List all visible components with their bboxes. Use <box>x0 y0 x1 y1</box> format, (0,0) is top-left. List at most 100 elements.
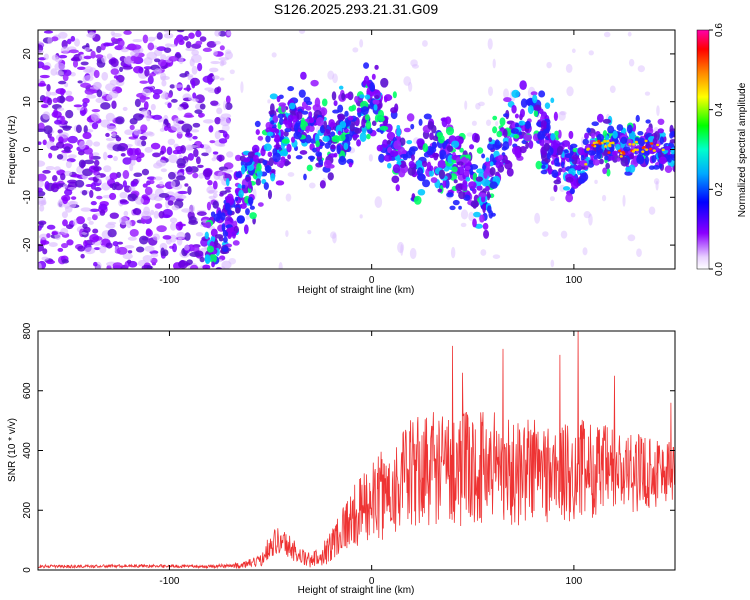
heatmap-cell <box>150 142 161 150</box>
heatmap-cell <box>226 151 234 158</box>
heatmap-cell <box>416 167 424 176</box>
heatmap-cell <box>570 212 576 218</box>
heatmap-cell <box>58 54 68 59</box>
heatmap-cell <box>348 162 353 168</box>
heatmap-cell <box>288 102 296 110</box>
heatmap-cell <box>52 175 58 182</box>
chart-title: S126.2025.293.21.31.G09 <box>274 1 438 17</box>
heatmap-cell <box>554 130 559 137</box>
heatmap-cell <box>218 57 229 61</box>
heatmap-cell <box>348 105 355 112</box>
heatmap-cell <box>112 262 123 269</box>
snr-panel: -100 0 100 0 200 400 600 800 Height of straight… <box>7 322 676 596</box>
heatmap-cell <box>183 87 192 91</box>
heatmap-cell <box>276 160 285 168</box>
heatmap-cell <box>83 125 88 134</box>
heatmap-cell <box>190 129 200 133</box>
heatmap-cell <box>89 152 94 161</box>
heatmap-cell <box>598 142 602 145</box>
heatmap-cell <box>635 148 639 152</box>
heatmap-cell <box>391 175 400 184</box>
heatmap-cell <box>558 168 563 173</box>
heatmap-cell <box>111 132 117 138</box>
heatmap-cell <box>245 215 250 220</box>
heatmap-cell <box>309 156 314 162</box>
heatmap-cell <box>133 172 143 177</box>
heatmap-cell <box>622 194 626 207</box>
heatmap-cell <box>84 74 94 82</box>
heatmap-cell <box>96 45 102 54</box>
heatmap-cell <box>561 140 571 148</box>
heatmap-cell <box>110 37 116 43</box>
heatmap-cell <box>416 138 425 147</box>
heatmap-cell <box>645 119 651 124</box>
snr-x-axis-label: Height of straight line (km) <box>298 585 415 596</box>
heatmap-cell <box>550 132 556 141</box>
heatmap-cell <box>207 180 213 186</box>
heatmap-cell <box>455 183 464 192</box>
heatmap-cell <box>139 235 149 245</box>
heatmap-cell <box>321 98 328 107</box>
heatmap-cell <box>468 181 477 189</box>
heatmap-cell <box>629 153 635 160</box>
heatmap-cell <box>305 125 310 134</box>
heatmap-cell <box>100 102 111 110</box>
heatmap-cell <box>263 143 272 152</box>
heatmap-cell <box>520 98 528 108</box>
heatmap-cell <box>395 184 400 192</box>
heatmap-cell <box>606 168 611 177</box>
heatmap-cell <box>483 229 490 239</box>
heatmap-cell <box>339 155 346 163</box>
heatmap-cell <box>38 243 45 252</box>
heatmap-cell <box>564 153 573 159</box>
heatmap-cell <box>195 156 201 165</box>
heatmap-cell <box>163 118 168 125</box>
heatmap-cell <box>43 53 49 60</box>
heatmap-cell <box>94 187 102 192</box>
heatmap-cell <box>168 171 176 180</box>
heatmap-cell <box>62 125 71 131</box>
heatmap-cell <box>221 223 226 232</box>
heatmap-cell <box>222 236 228 243</box>
heatmap-cell <box>45 259 56 265</box>
heatmap-cell <box>551 169 559 178</box>
heatmap-cell <box>523 134 532 142</box>
heatmap-cell <box>352 47 359 53</box>
heatmap-cell <box>224 102 233 111</box>
heatmap-cell <box>150 103 156 111</box>
heatmap-cell <box>558 111 566 121</box>
heatmap-cell <box>608 141 613 145</box>
heatmap-cell <box>603 31 611 38</box>
heatmap-cell <box>45 165 55 171</box>
heatmap-cell <box>40 104 49 109</box>
heatmap-cell <box>626 124 633 134</box>
heatmap-cell <box>76 107 85 111</box>
heatmap-cell <box>627 31 632 37</box>
heatmap-cell <box>336 144 341 155</box>
heatmap-cell <box>66 38 72 45</box>
heatmap-cell <box>413 195 422 205</box>
heatmap-cell <box>175 221 183 231</box>
heatmap-cell <box>327 153 336 158</box>
heatmap-cell <box>468 211 475 222</box>
heatmap-cell <box>591 143 595 147</box>
heatmap-cell <box>569 188 575 195</box>
heatmap-cell <box>257 202 264 207</box>
heatmap-cell <box>153 210 160 219</box>
heatmap-cell <box>155 159 167 167</box>
heatmap-cell <box>482 203 486 214</box>
heatmap-cell <box>308 125 315 132</box>
heatmap-cell <box>636 248 642 258</box>
heatmap-cell <box>271 52 277 58</box>
heatmap-cell <box>152 233 160 241</box>
heatmap-cell <box>38 180 44 188</box>
heatmap-cell <box>122 157 132 165</box>
heatmap-cell <box>354 95 359 103</box>
heatmap-cell <box>152 114 163 120</box>
heatmap-cell <box>106 125 117 132</box>
heatmap-cell <box>651 155 657 163</box>
heatmap-cell <box>655 180 659 191</box>
heatmap-cell <box>605 135 610 141</box>
heatmap-cell <box>502 128 508 138</box>
heatmap-cell <box>475 176 483 182</box>
